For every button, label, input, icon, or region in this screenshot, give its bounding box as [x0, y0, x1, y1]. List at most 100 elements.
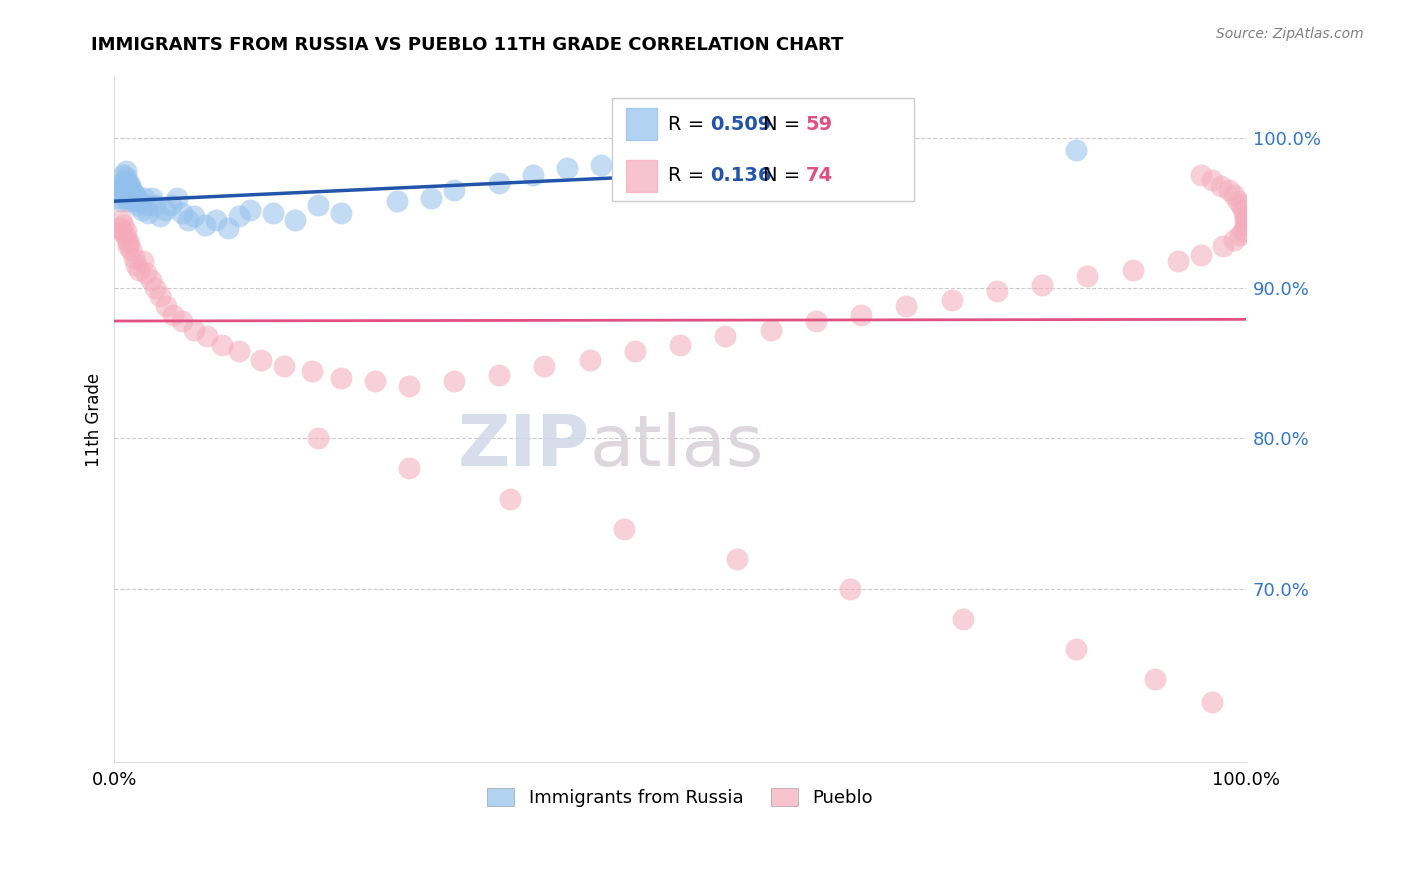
Point	[114, 224, 136, 238]
Point	[443, 374, 465, 388]
Point	[1229, 228, 1251, 243]
Text: R =: R =	[668, 115, 710, 134]
Point	[398, 378, 420, 392]
Point	[307, 198, 329, 212]
Point	[112, 168, 135, 182]
Legend: Immigrants from Russia, Pueblo: Immigrants from Russia, Pueblo	[481, 780, 880, 814]
Point	[1232, 224, 1254, 238]
Point	[160, 198, 183, 212]
Point	[714, 329, 737, 343]
Point	[125, 259, 148, 273]
Point	[624, 153, 647, 168]
Point	[1212, 239, 1234, 253]
Point	[114, 163, 136, 178]
Point	[273, 359, 295, 374]
Point	[108, 191, 131, 205]
Point	[122, 194, 145, 208]
Point	[120, 178, 142, 193]
Point	[172, 314, 194, 328]
Point	[1064, 143, 1087, 157]
Point	[122, 251, 145, 265]
Point	[624, 344, 647, 359]
Point	[172, 206, 194, 220]
Point	[329, 371, 352, 385]
Point	[110, 213, 132, 227]
Point	[522, 168, 544, 182]
Point	[155, 202, 177, 217]
Point	[124, 187, 146, 202]
Point	[1223, 233, 1246, 247]
Point	[1201, 695, 1223, 709]
Point	[1209, 178, 1232, 193]
Point	[135, 198, 157, 212]
Point	[669, 148, 692, 162]
Point	[759, 323, 782, 337]
Y-axis label: 11th Grade: 11th Grade	[86, 373, 103, 467]
Point	[1189, 248, 1212, 262]
Point	[849, 308, 872, 322]
Point	[228, 344, 250, 359]
Point	[114, 182, 136, 196]
Point	[1218, 183, 1240, 197]
Point	[118, 187, 141, 202]
Point	[211, 338, 233, 352]
Point	[143, 281, 166, 295]
Point	[138, 206, 160, 220]
Point	[195, 329, 218, 343]
Point	[1232, 202, 1254, 217]
Point	[120, 244, 142, 258]
Point	[952, 612, 974, 626]
Text: ZIP: ZIP	[457, 412, 589, 482]
Point	[141, 191, 163, 205]
Text: IMMIGRANTS FROM RUSSIA VS PUEBLO 11TH GRADE CORRELATION CHART: IMMIGRANTS FROM RUSSIA VS PUEBLO 11TH GR…	[91, 36, 844, 54]
Point	[139, 273, 162, 287]
Point	[1230, 198, 1253, 212]
Point	[121, 185, 143, 199]
Point	[114, 191, 136, 205]
Point	[986, 284, 1008, 298]
Point	[183, 209, 205, 223]
Point	[363, 374, 385, 388]
Point	[499, 491, 522, 506]
Point	[1233, 209, 1256, 223]
Point	[217, 220, 239, 235]
Point	[125, 198, 148, 212]
Point	[108, 220, 131, 235]
Point	[149, 209, 172, 223]
Text: 74: 74	[806, 166, 832, 186]
Point	[132, 191, 155, 205]
Point	[1201, 172, 1223, 186]
Point	[555, 161, 578, 175]
Point	[114, 178, 136, 193]
Point	[120, 182, 142, 196]
Point	[128, 263, 150, 277]
Point	[115, 233, 138, 247]
Point	[398, 461, 420, 475]
Point	[118, 235, 141, 250]
Text: 0.509: 0.509	[710, 115, 772, 134]
Text: Source: ZipAtlas.com: Source: ZipAtlas.com	[1216, 27, 1364, 41]
Point	[114, 172, 136, 186]
Point	[117, 239, 139, 253]
Point	[488, 176, 510, 190]
Point	[117, 183, 139, 197]
Text: N =: N =	[763, 166, 807, 186]
Point	[131, 254, 153, 268]
Point	[239, 202, 262, 217]
Point	[205, 213, 228, 227]
Point	[250, 353, 273, 368]
Point	[183, 323, 205, 337]
Point	[488, 368, 510, 383]
Text: N =: N =	[763, 115, 807, 134]
Point	[1122, 263, 1144, 277]
Point	[149, 288, 172, 302]
Point	[194, 218, 217, 232]
Point	[110, 194, 132, 208]
Point	[128, 194, 150, 208]
Point	[612, 522, 634, 536]
Point	[1233, 218, 1256, 232]
Point	[115, 186, 138, 201]
Point	[443, 183, 465, 197]
Point	[284, 213, 307, 227]
Point	[301, 364, 323, 378]
